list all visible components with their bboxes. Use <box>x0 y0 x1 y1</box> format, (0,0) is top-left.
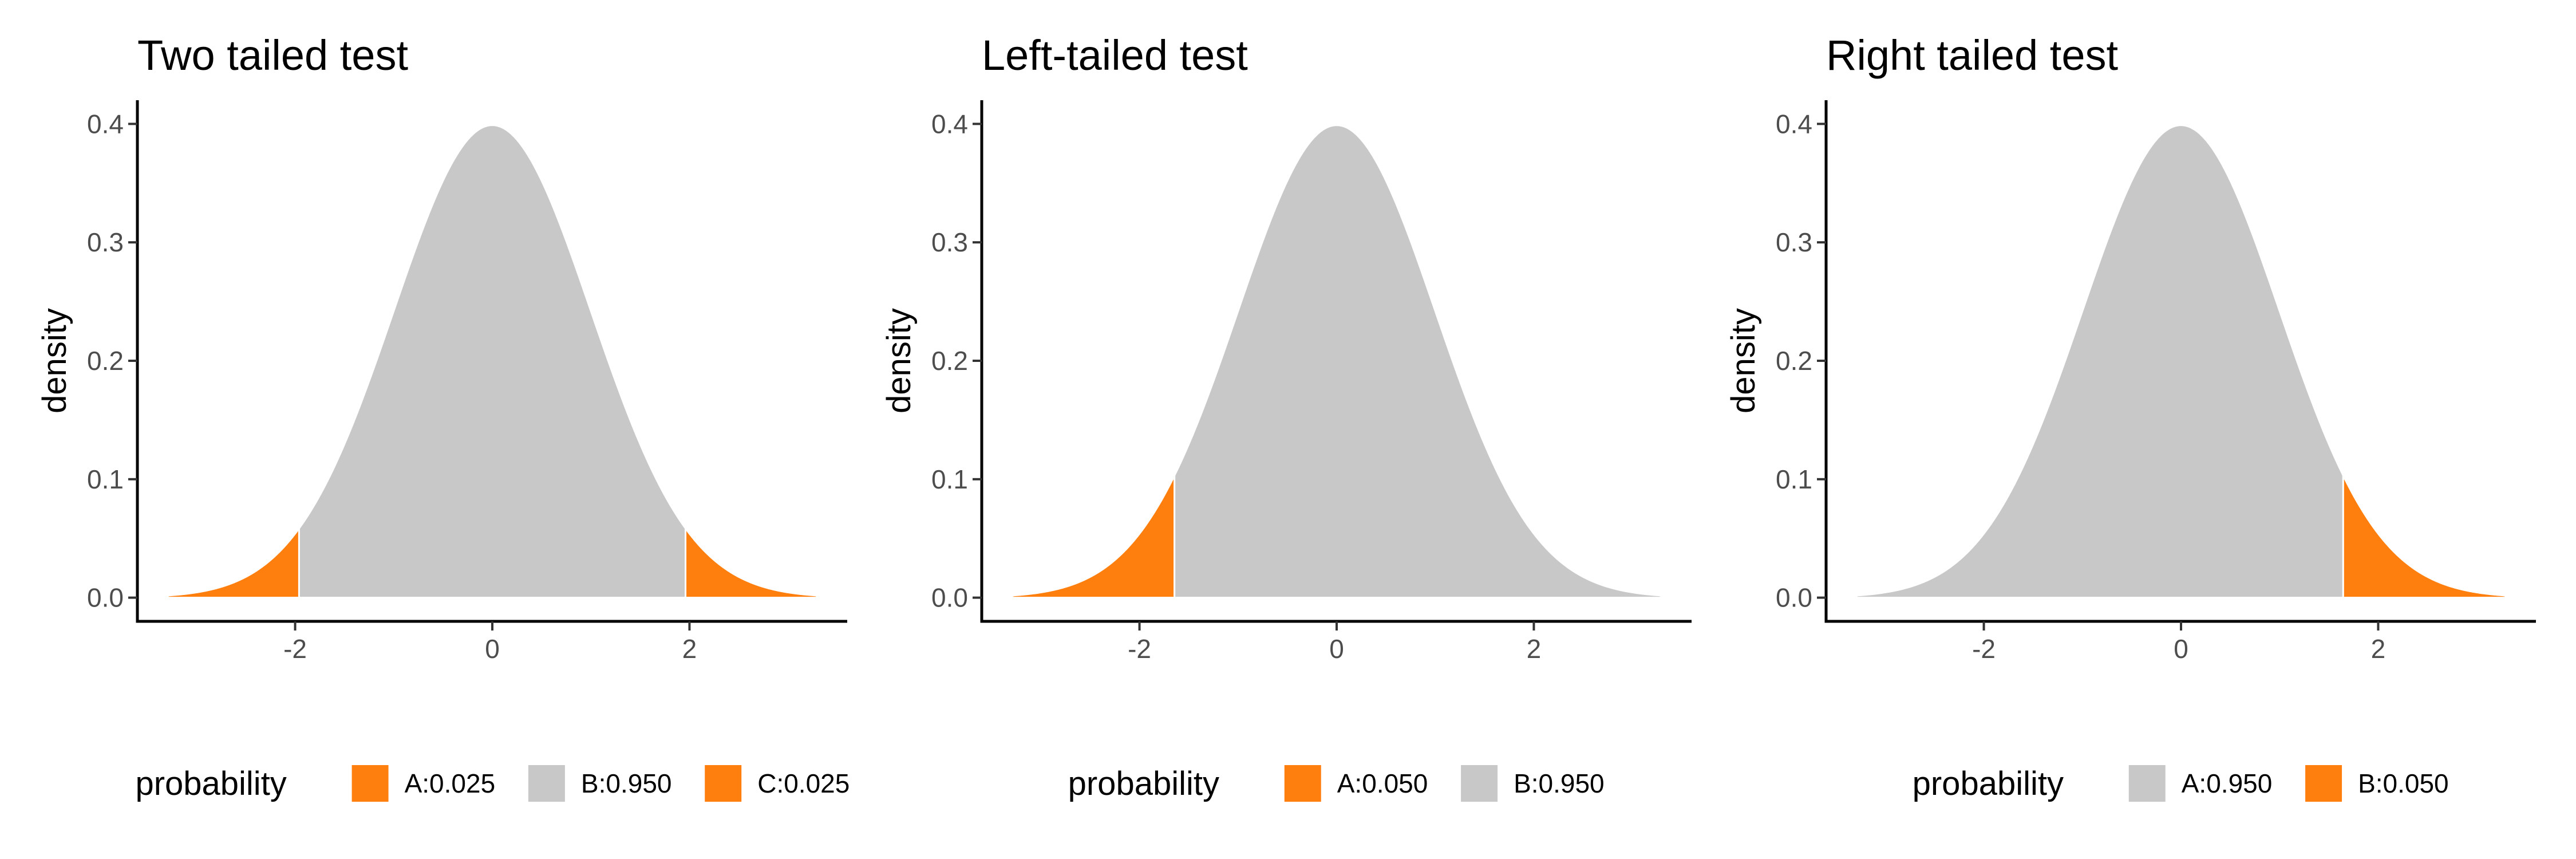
y-tick-label: 0.4 <box>1776 109 1812 139</box>
legend-label: A:0.025 <box>405 769 496 798</box>
panel-right-tailed: Right tailed test 0.0 0.1 0.2 0.3 0.4 -2 0 2 dens… <box>1725 31 2536 802</box>
y-tick-label: 0.1 <box>931 464 968 494</box>
legend: probability A:0.025 B:0.950 C:0.025 <box>135 765 850 802</box>
y-tick-label: 0.3 <box>1776 227 1812 257</box>
chart-title: Two tailed test <box>137 31 408 79</box>
legend-key <box>1284 765 1321 802</box>
legend-label: B:0.950 <box>1514 769 1605 798</box>
y-tick-label: 0.4 <box>931 109 968 139</box>
legend-title: probability <box>1913 765 2064 802</box>
density-region-c <box>685 527 818 599</box>
legend-key <box>705 765 742 802</box>
legend-label: A:0.950 <box>2182 769 2273 798</box>
density-region-a <box>1855 124 2344 599</box>
y-axis-title: density <box>880 308 918 413</box>
y-tick-label: 0.2 <box>1776 346 1812 376</box>
x-tick-label: 2 <box>682 634 697 664</box>
density-region-b <box>1174 124 1662 599</box>
x-tick-label: 0 <box>485 634 500 664</box>
legend-label: B:0.950 <box>581 769 672 798</box>
legend-key <box>1461 765 1498 802</box>
y-tick-label: 0.0 <box>1776 583 1812 613</box>
legend-label: C:0.025 <box>757 769 850 798</box>
x-tick-label: -2 <box>1972 634 1996 664</box>
y-axis-title: density <box>36 308 73 413</box>
x-tick-label: 0 <box>2174 634 2188 664</box>
chart-title: Right tailed test <box>1826 31 2118 79</box>
density-region-a <box>1011 474 1176 599</box>
density-region-a <box>167 527 300 599</box>
legend: probability A:0.950 B:0.050 <box>1913 765 2449 802</box>
y-tick-label: 0.2 <box>87 346 124 376</box>
legend-label: B:0.050 <box>2358 769 2449 798</box>
legend-key <box>351 765 389 802</box>
y-tick-label: 0.1 <box>87 464 124 494</box>
legend-title: probability <box>135 765 286 802</box>
density-region-b <box>2342 474 2507 599</box>
x-tick-label: 2 <box>2371 634 2386 664</box>
y-tick-label: 0.3 <box>931 227 968 257</box>
density-region-b <box>298 124 687 599</box>
legend-key <box>2305 765 2342 802</box>
x-tick-label: -2 <box>1128 634 1151 664</box>
x-tick-label: 2 <box>1527 634 1542 664</box>
legend-key <box>2128 765 2166 802</box>
y-tick-label: 0.4 <box>87 109 124 139</box>
y-tick-label: 0.3 <box>87 227 124 257</box>
y-tick-label: 0.2 <box>931 346 968 376</box>
chart-title: Left-tailed test <box>982 31 1248 79</box>
y-axis-title: density <box>1725 308 1762 413</box>
y-tick-label: 0.1 <box>1776 464 1812 494</box>
legend-key <box>528 765 565 802</box>
y-tick-label: 0.0 <box>87 583 124 613</box>
legend-label: A:0.050 <box>1337 769 1428 798</box>
panel-left-tailed: Left-tailed test 0.0 0.1 0.2 0.3 0.4 -2 0 2 densi… <box>880 31 1692 802</box>
legend: probability A:0.050 B:0.950 <box>1068 765 1605 802</box>
x-tick-label: 0 <box>1329 634 1344 664</box>
y-tick-label: 0.0 <box>931 583 968 613</box>
panel-two-tailed: Two tailed test 0.0 0.1 0.2 0.3 0.4 -2 0 2 densit… <box>36 31 850 802</box>
x-tick-label: -2 <box>283 634 307 664</box>
legend-title: probability <box>1068 765 1219 802</box>
